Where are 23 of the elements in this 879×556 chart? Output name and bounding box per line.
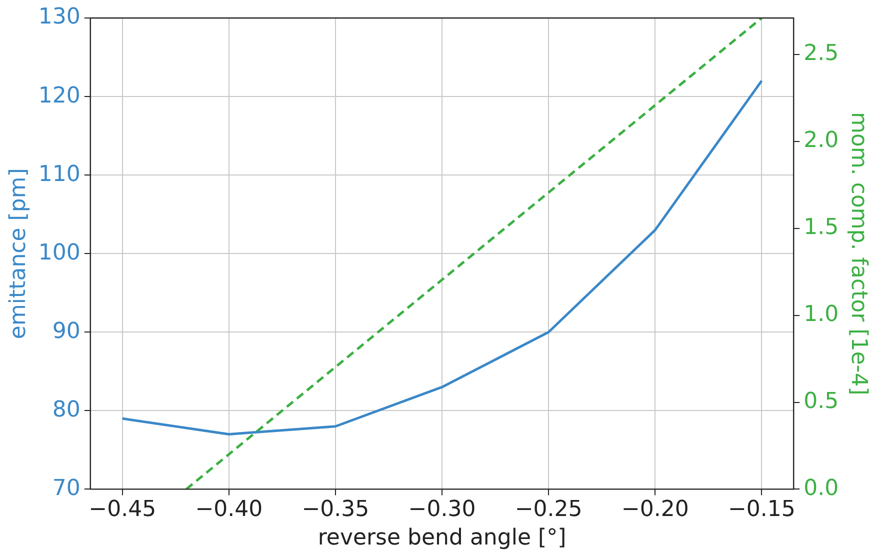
x-tick-label: −0.40 [195,497,263,522]
y2-tick-label: 2.0 [804,128,839,154]
y-tick-label: 70 [52,476,80,501]
x-tick-label: −0.30 [408,497,476,522]
x-tick-label: −0.20 [621,497,689,522]
x-tick-label: −0.15 [728,497,796,522]
x-axis-title: reverse bend angle [°] [318,526,566,551]
x-tick-label: −0.35 [302,497,370,522]
y2-axis-title: mom. comp. factor [1e-4] [846,112,872,396]
y-tick-label: 110 [38,162,80,187]
y2-tick-label: 1.0 [804,302,839,328]
y-tick-label: 130 [38,4,80,30]
y2-tick-label: 1.5 [804,215,839,240]
y2-tick-label: 0.0 [804,476,839,501]
y2-tick-label: 0.5 [804,388,839,414]
y-tick-label: 100 [38,240,80,266]
y-axis-title: emittance [pm] [6,168,31,340]
y-tick-label: 120 [38,83,80,108]
x-tick-label: −0.45 [88,497,156,522]
y-tick-label: 80 [52,397,80,422]
y-tick-label: 90 [52,318,80,344]
y2-tick-label: 2.5 [804,41,839,66]
x-tick-label: −0.25 [514,497,582,522]
